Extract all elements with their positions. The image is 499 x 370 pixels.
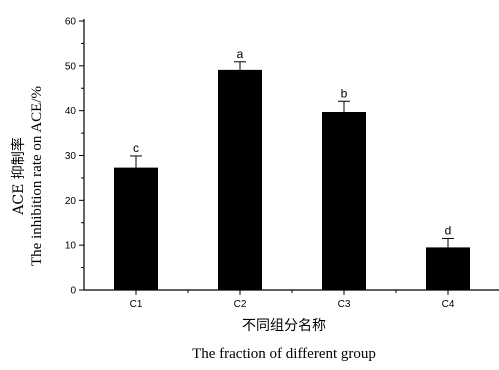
y-axis-title-cn: ACE 抑制率 — [10, 137, 27, 216]
x-axis-title-cn: 不同组分名称 — [242, 318, 326, 334]
y-tick-label: 40 — [65, 106, 77, 117]
bars — [114, 69, 470, 291]
bar — [218, 69, 262, 290]
x-axis: C1 C2 C3 C4 — [84, 289, 499, 310]
x-tick-label: C4 — [442, 299, 455, 310]
y-tick-label: 30 — [65, 151, 77, 162]
significance-label: d — [445, 223, 452, 237]
significance-label: b — [341, 86, 348, 100]
x-tick-label: C1 — [130, 299, 143, 310]
significance-label: c — [133, 141, 139, 155]
significance-label: a — [237, 47, 244, 61]
y-tick-label: 10 — [65, 241, 77, 252]
y-tick-label: 50 — [65, 61, 77, 72]
significance-labels: c a b d — [133, 47, 451, 238]
y-tick-label: 60 — [65, 17, 77, 28]
error-bars — [130, 61, 454, 248]
bar — [426, 247, 470, 290]
bar — [322, 112, 366, 291]
y-tick-label: 20 — [65, 196, 77, 207]
y-axis-title-en: The inhibition rate on ACE/% — [29, 86, 45, 266]
x-tick-label: C2 — [234, 299, 247, 310]
y-axis: 0 10 20 30 40 50 60 — [65, 17, 85, 297]
y-tick-label: 0 — [70, 286, 76, 297]
bar — [114, 167, 158, 290]
x-tick-label: C3 — [338, 299, 351, 310]
x-axis-title-en: The fraction of different group — [192, 346, 376, 362]
